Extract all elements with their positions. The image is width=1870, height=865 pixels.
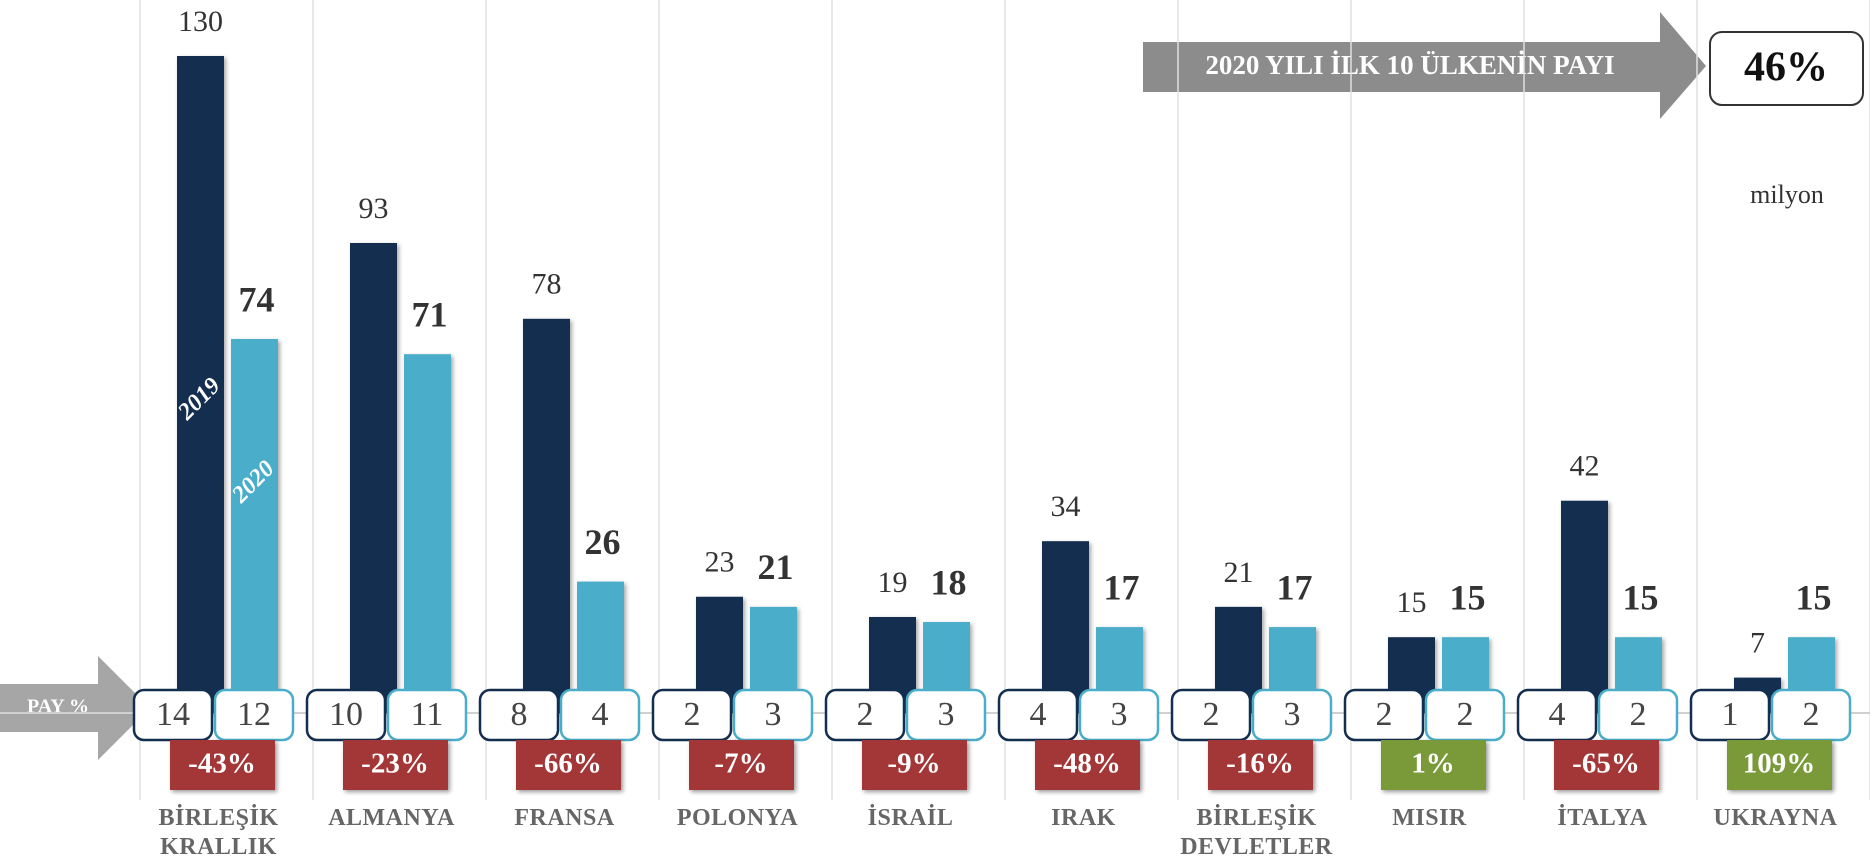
change-label: 1% <box>1411 748 1455 780</box>
share-label: 4 <box>1030 696 1047 733</box>
change-box <box>516 740 621 790</box>
change-label: -43% <box>188 748 256 780</box>
value-label: 17 <box>1277 567 1313 607</box>
share-label: 3 <box>765 696 782 733</box>
bar <box>404 354 451 713</box>
share-label: 3 <box>938 696 955 733</box>
category-label: POLONYA <box>676 805 799 831</box>
value-label: 15 <box>1623 577 1659 617</box>
change-box <box>862 740 967 790</box>
category-label: FRANSA <box>514 805 615 831</box>
share-label: 11 <box>411 696 444 733</box>
share-label: 4 <box>1549 696 1566 733</box>
value-label: 15 <box>1450 577 1486 617</box>
share-label: 2 <box>1803 696 1820 733</box>
change-box <box>1727 740 1832 790</box>
value-label: 23 <box>705 546 735 579</box>
value-label: 15 <box>1796 577 1832 617</box>
share-label: 14 <box>156 696 190 733</box>
change-label: -16% <box>1226 748 1294 780</box>
change-label: -66% <box>534 748 602 780</box>
change-label: 109% <box>1743 748 1816 780</box>
value-label: 19 <box>878 566 908 599</box>
value-label: 42 <box>1570 450 1600 483</box>
value-label: 15 <box>1397 586 1427 619</box>
change-box <box>689 740 794 790</box>
value-label: 74 <box>239 279 275 319</box>
bar <box>350 242 397 713</box>
category-label: ALMANYA <box>328 805 455 831</box>
share-label: 2 <box>1203 696 1220 733</box>
share-label: 8 <box>511 696 528 733</box>
category-label: İSRAİL <box>867 805 954 831</box>
change-label: -23% <box>361 748 429 780</box>
category-label: İTALYA <box>1557 805 1648 831</box>
share-label: 4 <box>592 696 609 733</box>
value-label: 18 <box>931 562 967 602</box>
change-box <box>1554 740 1659 790</box>
bar <box>231 339 278 713</box>
change-box <box>170 740 275 790</box>
change-box <box>1208 740 1313 790</box>
bar <box>523 318 570 713</box>
pay-arrow <box>0 656 150 760</box>
value-label: 34 <box>1051 490 1081 523</box>
share-label: 1 <box>1722 696 1739 733</box>
category-label: IRAK <box>1051 805 1116 831</box>
value-label: 71 <box>412 294 448 334</box>
category-label: MISIR <box>1392 805 1467 831</box>
share-label: 2 <box>1457 696 1474 733</box>
change-label: -7% <box>714 748 767 780</box>
value-label: 21 <box>1224 556 1254 589</box>
bar <box>1561 500 1608 713</box>
banner-arrow <box>1143 12 1706 119</box>
change-label: -48% <box>1053 748 1121 780</box>
category-label: BİRLEŞİK KRALLIK <box>158 805 279 860</box>
value-label: 78 <box>532 268 562 301</box>
share-label: 2 <box>684 696 701 733</box>
change-box <box>1381 740 1486 790</box>
category-label: BİRLEŞİK DEVLETLER <box>1180 805 1333 860</box>
value-label: 7 <box>1750 627 1765 660</box>
share-label: 2 <box>1376 696 1393 733</box>
change-label: -9% <box>887 748 940 780</box>
bar <box>1042 541 1089 713</box>
bar <box>177 56 224 713</box>
value-label: 21 <box>758 547 794 587</box>
share-label: 2 <box>1630 696 1647 733</box>
value-label: 17 <box>1104 567 1140 607</box>
share-label: 3 <box>1111 696 1128 733</box>
share-box <box>1709 31 1864 106</box>
share-label: 2 <box>857 696 874 733</box>
share-label: 12 <box>237 696 271 733</box>
value-label: 130 <box>178 5 223 38</box>
share-label: 3 <box>1284 696 1301 733</box>
change-label: -65% <box>1572 748 1640 780</box>
change-box <box>1035 740 1140 790</box>
banner-text: 2020 YILI İLK 10 ÜLKENİN PAYI <box>1205 50 1614 80</box>
category-label: UKRAYNA <box>1713 805 1838 831</box>
change-box <box>343 740 448 790</box>
value-label: 26 <box>585 522 621 562</box>
share-label: 10 <box>329 696 363 733</box>
pay-label: PAY % <box>27 696 89 718</box>
value-label: 93 <box>359 192 389 225</box>
unit-label: milyon <box>1750 180 1824 209</box>
top-share-value: 46% <box>1744 45 1828 91</box>
